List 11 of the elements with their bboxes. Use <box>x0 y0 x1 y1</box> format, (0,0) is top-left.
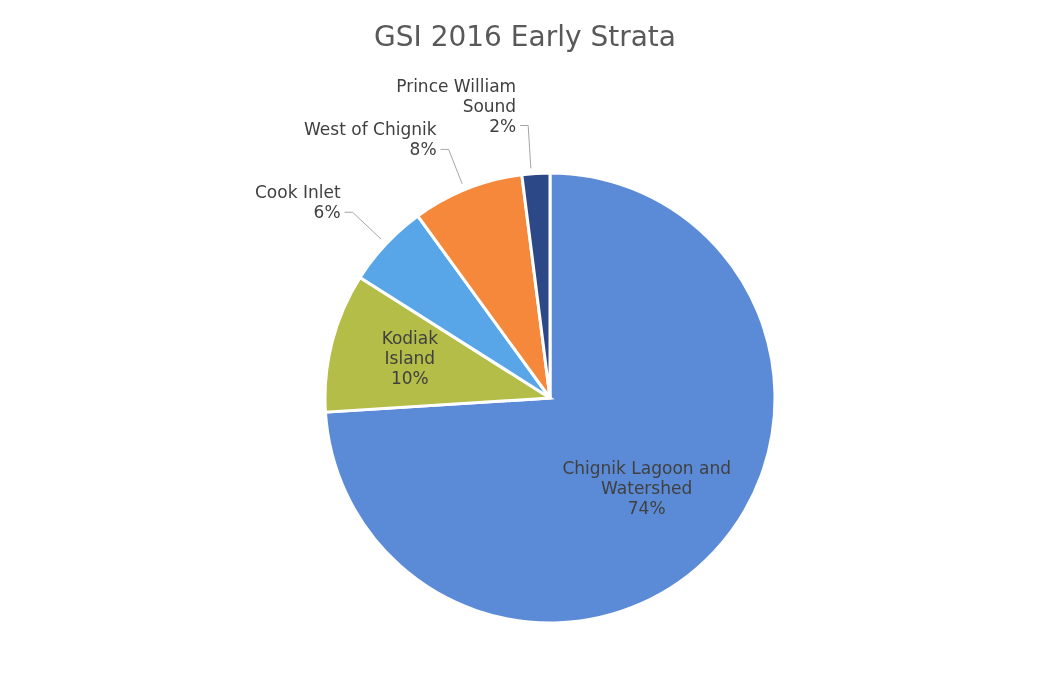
data-label: 8% <box>409 139 437 160</box>
slice-label: Chignik Lagoon and Watershed <box>562 458 731 499</box>
slice-label: Cook Inlet <box>254 182 341 203</box>
data-label: 6% <box>313 202 341 223</box>
slice-label: Prince William Sound <box>396 75 517 116</box>
data-label: 74% <box>627 498 666 519</box>
slice-label: Kodiak Island <box>381 328 439 369</box>
slice-label: West of Chignik <box>304 119 437 140</box>
data-label: 10% <box>390 368 429 389</box>
data-label: 2% <box>489 115 517 136</box>
chart-title: GSI 2016 Early Strata <box>373 20 677 53</box>
